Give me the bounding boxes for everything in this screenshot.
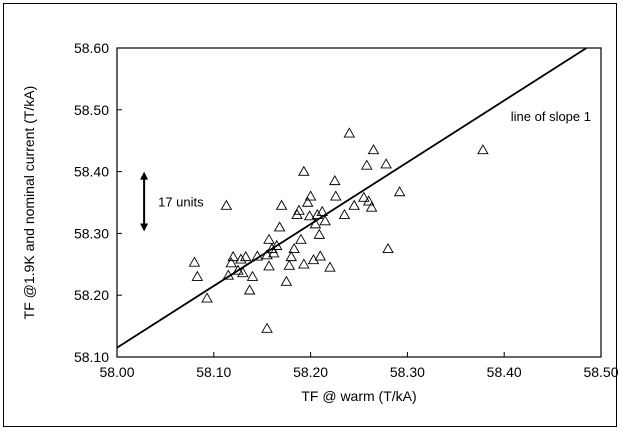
data-point xyxy=(316,205,328,216)
data-point xyxy=(270,239,283,250)
y-tick-label: 58.30 xyxy=(74,225,109,241)
data-point xyxy=(285,250,298,262)
data-point xyxy=(225,257,237,268)
data-point xyxy=(222,269,235,280)
data-point xyxy=(283,259,296,270)
data-point xyxy=(329,174,341,186)
chart-frame: 58.00 58.10 58.20 58.30 58.40 58.50 58.10 58.20… xyxy=(3,3,618,427)
data-point xyxy=(303,210,316,221)
data-point xyxy=(246,270,259,281)
data-point xyxy=(251,250,264,261)
x-axis-label: TF @ warm (T/kA) xyxy=(301,388,416,404)
interval-arrow-head-down xyxy=(140,223,149,232)
data-point xyxy=(280,275,293,286)
data-point xyxy=(338,208,351,220)
data-point xyxy=(237,267,249,278)
data-point xyxy=(263,260,275,271)
data-point xyxy=(348,199,360,210)
data-point xyxy=(360,159,373,170)
scatter-chart: 58.00 58.10 58.20 58.30 58.40 58.5058.1058.20… xyxy=(21,40,618,404)
data-point xyxy=(393,186,406,197)
data-point xyxy=(188,256,201,267)
data-point xyxy=(314,250,327,261)
data-point xyxy=(362,195,375,206)
data-point xyxy=(275,199,288,210)
y-tick-label: 58.60 xyxy=(74,40,109,56)
data-point xyxy=(380,158,392,169)
data-point xyxy=(301,196,314,207)
plot-area xyxy=(116,47,602,358)
data-point xyxy=(311,208,324,220)
y-tick-label: 58.20 xyxy=(74,287,109,303)
data-point xyxy=(309,218,322,229)
data-point xyxy=(367,144,380,155)
data-point xyxy=(243,284,256,295)
data-point xyxy=(191,270,204,281)
data-point xyxy=(239,250,252,262)
x-tick-label: 58.50 xyxy=(583,364,618,380)
x-tick-label: 58.40 xyxy=(487,364,522,380)
data-point xyxy=(319,215,331,226)
data-point xyxy=(382,242,394,254)
data-point xyxy=(266,242,278,254)
data-point xyxy=(329,190,342,201)
x-tick-label: 58.20 xyxy=(293,364,328,380)
data-point xyxy=(298,258,310,269)
data-point xyxy=(477,144,489,155)
data-point xyxy=(261,249,273,260)
data-point xyxy=(232,264,244,275)
data-point xyxy=(295,233,307,244)
data-point xyxy=(358,191,370,202)
data-point xyxy=(313,228,326,239)
y-tick-label: 58.10 xyxy=(74,349,109,365)
data-point xyxy=(220,199,233,210)
fit-line xyxy=(116,47,587,349)
x-tick-label: 58.00 xyxy=(99,364,134,380)
data-point xyxy=(304,190,317,201)
x-tick-label: 58.10 xyxy=(196,364,231,380)
data-point xyxy=(288,242,300,254)
data-point xyxy=(324,261,336,272)
data-point xyxy=(261,322,273,333)
data-point xyxy=(293,204,305,215)
data-point xyxy=(298,165,310,176)
y-tick-label: 58.40 xyxy=(74,164,109,180)
fit-line-label: line of slope 1 xyxy=(511,109,591,124)
data-point xyxy=(365,201,378,212)
data-point xyxy=(268,247,280,258)
data-point xyxy=(343,127,356,138)
x-tick-label: 58.30 xyxy=(390,364,425,380)
data-point xyxy=(273,221,286,232)
interval-arrow-head-up xyxy=(140,171,149,180)
interval-annotation-label: 17 units xyxy=(158,195,204,210)
data-point xyxy=(263,233,275,244)
data-point xyxy=(201,292,213,303)
data-point xyxy=(227,250,239,262)
data-point xyxy=(235,253,247,264)
y-axis-label: TF @1.9K and nominal current (T/kA) xyxy=(21,86,37,320)
y-tick-label: 58.50 xyxy=(74,102,109,118)
